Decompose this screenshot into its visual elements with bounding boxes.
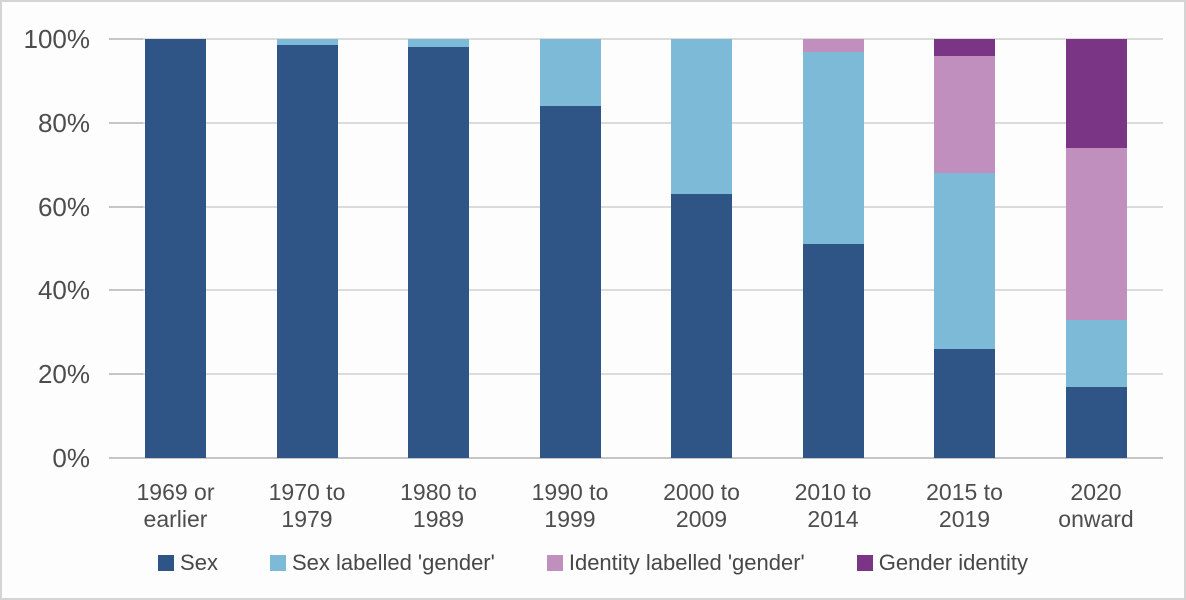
y-axis-tick-label: 60%: [37, 191, 90, 222]
bar-segment: [934, 39, 995, 56]
bar-segment: [671, 39, 732, 195]
bar-segment: [934, 173, 995, 350]
legend-item: Sex labelled 'gender': [269, 550, 495, 576]
axis-tick: [109, 38, 143, 40]
axis-tick: [109, 373, 143, 376]
bar-segment: [1065, 147, 1127, 320]
legend-label: Gender identity: [878, 550, 1028, 575]
axis-tick: [109, 289, 143, 292]
bar-segment: [802, 39, 864, 52]
y-axis-tick-label: 80%: [37, 107, 90, 138]
axis-tick: [109, 121, 143, 124]
bar-segment: [1065, 39, 1127, 148]
bar-segment: [1065, 319, 1127, 387]
axis-tick: [109, 205, 143, 208]
bar-segment: [539, 39, 601, 107]
y-axis-tick-label: 40%: [37, 275, 90, 306]
bar-segment: [934, 349, 995, 458]
legend: Sex Sex labelled 'gender' Identity labelle…: [2, 550, 1184, 576]
legend-label: Identity labelled 'gender': [568, 550, 805, 575]
legend-item: Identity labelled 'gender': [546, 550, 805, 576]
gridline: [109, 205, 1163, 208]
legend-swatch-icon: [269, 555, 286, 571]
category-label: 1990 to 1999: [531, 479, 609, 532]
gridline: [109, 373, 1163, 376]
y-axis-tick-label: 0%: [52, 443, 90, 473]
bar-segment: [539, 106, 601, 458]
category-label: 2000 to 2009: [663, 479, 740, 532]
category-label: 1970 to 1979: [268, 479, 346, 532]
legend-swatch-icon: [856, 555, 873, 571]
category-label: 1980 to 1989: [400, 479, 477, 532]
legend-swatch-icon: [158, 555, 175, 571]
legend-swatch-icon: [546, 555, 563, 571]
bar-segment: [1065, 386, 1127, 458]
bar-segment: [145, 39, 206, 458]
bar-segment: [408, 39, 469, 48]
bar-segment: [408, 47, 469, 458]
bar-segment: [934, 55, 995, 174]
legend-label: Sex: [180, 550, 218, 575]
gridline: [109, 121, 1163, 124]
category-label: 2010 to 2014: [794, 479, 872, 532]
gridline: [109, 457, 1163, 459]
plot-area: [109, 38, 1163, 459]
bar-segment: [276, 39, 338, 46]
y-axis-tick-label: 100%: [23, 24, 91, 54]
y-axis-tick-label: 20%: [37, 359, 90, 390]
legend-item: Sex: [158, 550, 218, 576]
category-label: 2020 onward: [1058, 479, 1134, 532]
bar-segment: [671, 194, 732, 458]
axis-tick: [109, 457, 143, 459]
legend-label: Sex labelled 'gender': [291, 550, 495, 575]
bar-segment: [276, 45, 338, 458]
gridline: [109, 289, 1163, 292]
legend-item: Gender identity: [856, 550, 1028, 576]
bar-segment: [802, 51, 864, 245]
category-label: 1969 or earlier: [136, 479, 215, 532]
gridline: [109, 38, 1163, 40]
category-label: 2015 to 2019: [926, 479, 1003, 532]
bar-segment: [802, 244, 864, 458]
